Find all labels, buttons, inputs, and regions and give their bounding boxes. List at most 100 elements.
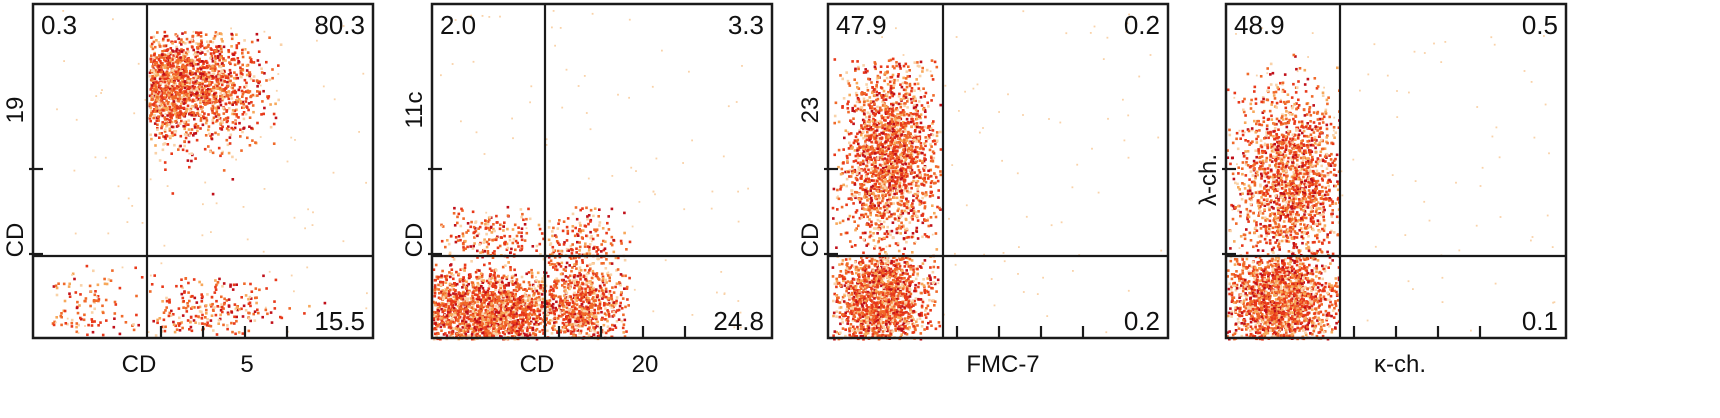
- event-dot: [495, 214, 498, 218]
- event-dot: [217, 116, 221, 119]
- event-dot: [436, 318, 440, 321]
- event-dot: [188, 72, 192, 75]
- event-dot: [213, 291, 217, 294]
- event-dot: [483, 334, 486, 337]
- event-dot: [509, 299, 512, 302]
- event-dot: [157, 115, 160, 119]
- event-dot: [258, 288, 261, 292]
- event-dot: [581, 282, 585, 286]
- event-dot: [575, 320, 579, 323]
- event-dot: [230, 74, 233, 78]
- event-dot: [550, 304, 554, 308]
- event-dot: [210, 57, 214, 60]
- event-dot: [248, 74, 251, 78]
- event-dot: [201, 70, 205, 74]
- event-dot: [85, 264, 89, 268]
- event-dot: [236, 95, 239, 99]
- event-dot: [264, 306, 267, 309]
- event-dot: [79, 316, 82, 320]
- event-dot: [215, 299, 218, 303]
- event-dot: [170, 309, 173, 313]
- event-dot: [538, 330, 542, 333]
- event-dot: [175, 118, 179, 121]
- event-dot: [187, 281, 190, 285]
- event-dot: [471, 304, 475, 308]
- event-dot: [227, 128, 230, 132]
- event-dot: [586, 215, 589, 218]
- event-dot: [608, 292, 611, 296]
- event-dot: [554, 320, 558, 324]
- event-dot: [486, 322, 489, 326]
- event-dot: [513, 321, 517, 325]
- event-dot: [132, 328, 136, 332]
- event-dot: [199, 35, 203, 38]
- event-dot: [471, 330, 474, 334]
- event-dot: [180, 84, 183, 87]
- event-dot: [182, 106, 186, 110]
- event-dot: [235, 33, 238, 36]
- event-dot: [227, 78, 231, 82]
- event-dot: [528, 332, 531, 335]
- event-dot: [158, 68, 161, 72]
- event-dot: [507, 293, 510, 296]
- event-dot: [177, 72, 180, 75]
- event-dot: [548, 308, 552, 311]
- event-dot: [243, 78, 247, 82]
- event-dot: [190, 105, 194, 109]
- event-dot: [213, 60, 217, 63]
- event-dot: [511, 241, 515, 245]
- event-dot: [470, 260, 473, 263]
- event-dot: [478, 317, 482, 320]
- event-dot: [498, 279, 502, 282]
- event-dot: [256, 90, 259, 93]
- event-dot: [582, 300, 585, 304]
- event-dot: [198, 59, 201, 63]
- event-dot: [586, 327, 590, 331]
- event-dot: [525, 231, 529, 235]
- event-dot: [604, 295, 608, 299]
- event-dot: [279, 315, 282, 319]
- event-dot: [195, 97, 199, 100]
- event-dot: [185, 81, 188, 85]
- event-dot: [159, 60, 162, 63]
- event-dot: [472, 225, 476, 229]
- event-dot: [163, 80, 166, 84]
- event-dot: [454, 319, 458, 322]
- event-dot: [166, 57, 169, 60]
- event-dot: [148, 71, 152, 75]
- event-dot: [618, 281, 621, 284]
- event-dot: [490, 299, 493, 303]
- event-dot: [592, 273, 596, 276]
- event-dot: [561, 302, 565, 305]
- event-dot: [587, 177, 590, 180]
- event-dot: [606, 309, 609, 312]
- event-dot: [453, 290, 457, 293]
- event-dot: [214, 67, 217, 70]
- event-dot: [247, 108, 250, 112]
- event-dot: [159, 63, 162, 67]
- event-dot: [562, 318, 565, 321]
- event-dot: [452, 295, 456, 298]
- event-dot: [150, 137, 153, 141]
- event-dot: [585, 332, 589, 335]
- event-dot: [570, 269, 573, 273]
- event-dot: [597, 215, 600, 218]
- event-dot: [465, 329, 469, 332]
- event-dot: [183, 144, 186, 148]
- event-dot: [457, 272, 461, 276]
- event-dot: [200, 41, 203, 44]
- event-dot: [217, 45, 221, 48]
- event-dot: [168, 127, 172, 131]
- event-dot: [160, 126, 163, 130]
- event-dot: [198, 85, 202, 88]
- event-dot: [214, 57, 217, 60]
- event-dot: [163, 44, 166, 48]
- event-dot: [172, 73, 175, 76]
- event-dot: [156, 98, 159, 102]
- event-dot: [575, 262, 578, 266]
- event-dot: [593, 207, 597, 210]
- event-dot: [585, 298, 588, 301]
- event-dot: [180, 76, 184, 79]
- event-dot: [597, 289, 601, 293]
- event-dot: [175, 47, 179, 51]
